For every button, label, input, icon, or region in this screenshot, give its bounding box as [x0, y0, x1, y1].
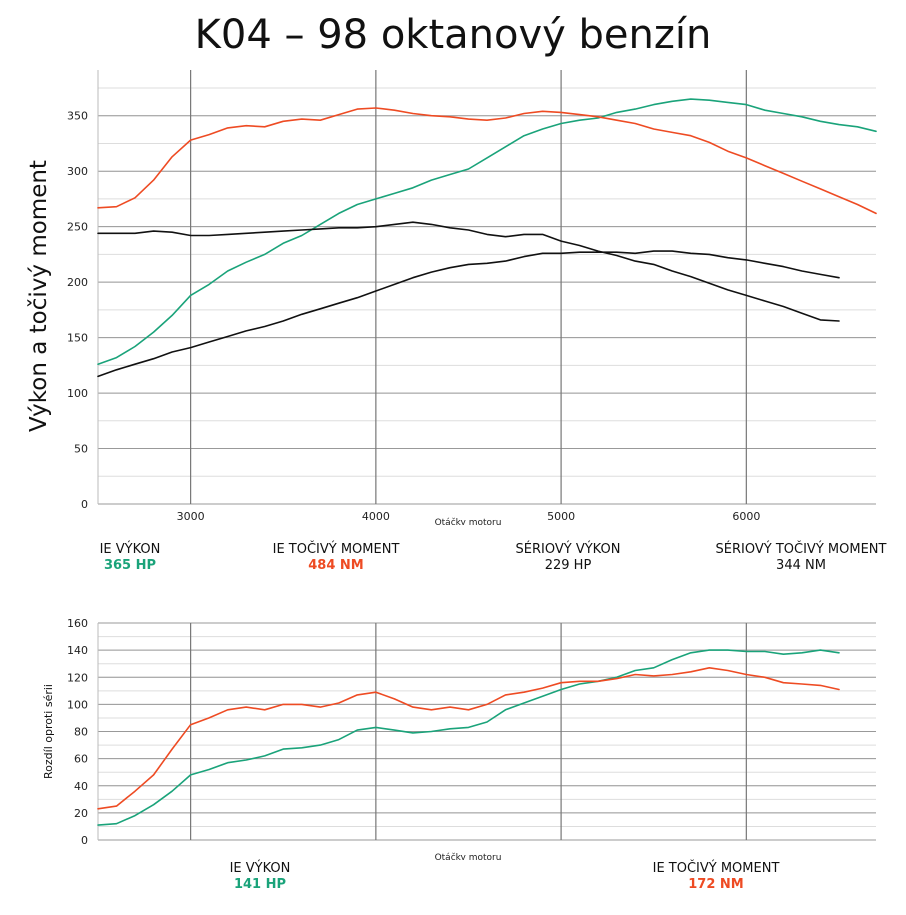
y-tick-label: 120	[67, 671, 88, 684]
legend-ie-torque-label: IE TOČIVÝ MOMENT	[272, 542, 400, 557]
y-tick-label: 50	[74, 443, 88, 456]
series-line-ie-vykon	[97, 98, 877, 365]
x-tick-label: 5000	[547, 510, 575, 523]
y-tick-label: 300	[67, 165, 88, 178]
y-tick-label: 160	[67, 617, 88, 630]
legend-diff-power: IE VÝKON 141 HP	[200, 861, 320, 893]
difference-chart: 0 20 40 60 80 100 120 140 160 Otáčky motoru Rozdíl…	[42, 617, 876, 860]
x-tick-label: 6000	[732, 510, 760, 523]
y-tick-label: 100	[67, 387, 88, 400]
chart-title: K04 – 98 oktanový benzín	[194, 12, 712, 58]
legend-ie-power-label: IE VÝKON	[99, 542, 161, 557]
y-axis-label: Rozdíl oproti sérii	[42, 684, 55, 779]
legend-diff-torque-label: IE TOČIVÝ MOMENT	[652, 861, 780, 876]
series-line-seriovy-vykon	[97, 250, 840, 378]
y-tick-label: 100	[67, 698, 88, 711]
series-line-ie-tocivy-moment	[97, 667, 840, 810]
y-tick-label: 80	[74, 726, 88, 739]
legend-ie-power: IE VÝKON 365 HP	[70, 542, 190, 574]
legend-stock-torque: SÉRIOVÝ TOČIVÝ MOMENT 344 NM	[706, 542, 896, 574]
series-line-seriovy-tocivy-moment	[97, 221, 840, 322]
y-tick-label: 150	[67, 332, 88, 345]
legend-ie-torque: IE TOČIVÝ MOMENT 484 NM	[256, 542, 416, 574]
legend-stock-torque-value: 344 NM	[776, 558, 826, 573]
series-line-ie-vykon	[97, 649, 840, 826]
x-axis-label: Otáčky motoru	[435, 852, 502, 860]
legend-diff-power-label: IE VÝKON	[229, 861, 291, 876]
legend-ie-torque-value: 484 NM	[308, 558, 364, 573]
series-line-ie-tocivy-moment	[97, 107, 877, 215]
y-axis-label: Výkon a točivý moment	[26, 160, 52, 432]
legend-stock-torque-label: SÉRIOVÝ TOČIVÝ MOMENT	[715, 542, 887, 557]
y-tick-label: 350	[67, 110, 88, 123]
legend-stock-power: SÉRIOVÝ VÝKON 229 HP	[498, 542, 638, 574]
y-tick-label: 200	[67, 276, 88, 289]
legend-diff-torque: IE TOČIVÝ MOMENT 172 NM	[636, 861, 796, 893]
legend-diff-power-value: 141 HP	[233, 877, 287, 892]
y-tick-label: 20	[74, 807, 88, 820]
x-axis-label: Otáčky motoru	[435, 517, 502, 525]
legend-stock-power-label: SÉRIOVÝ VÝKON	[515, 542, 621, 557]
y-tick-label: 40	[74, 780, 88, 793]
y-tick-label: 140	[67, 644, 88, 657]
legend-ie-power-value: 365 HP	[103, 558, 157, 573]
power-torque-chart: 0 50 100 150 200 250 300 350 3000 4000 5000 6000 Otá…	[26, 70, 877, 525]
legend-stock-power-value: 229 HP	[544, 558, 592, 573]
y-tick-label: 0	[81, 834, 88, 847]
legend-diff-torque-value: 172 NM	[688, 877, 744, 892]
x-tick-label: 3000	[177, 510, 205, 523]
x-tick-label: 4000	[362, 510, 390, 523]
y-tick-label: 60	[74, 753, 88, 766]
y-tick-label: 0	[81, 498, 88, 511]
y-tick-label: 250	[67, 221, 88, 234]
